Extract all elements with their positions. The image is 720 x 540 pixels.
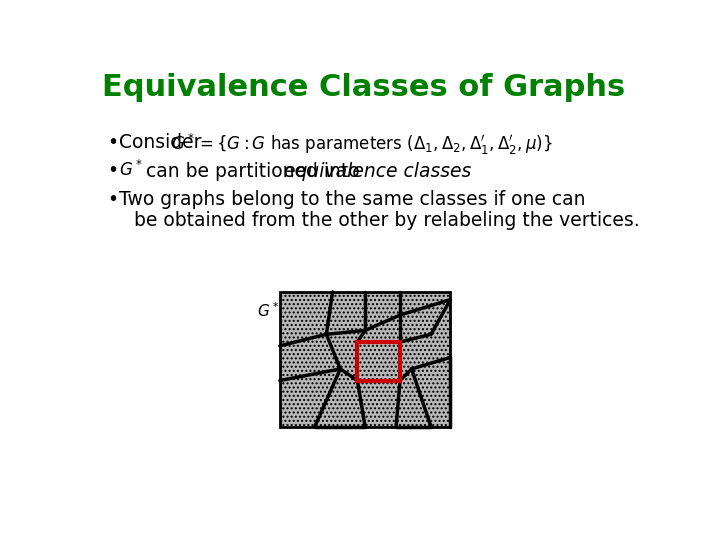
Text: •: • <box>107 132 118 152</box>
Bar <box>357 342 400 381</box>
Text: Two graphs belong to the same classes if one can: Two graphs belong to the same classes if… <box>120 190 586 210</box>
Text: $G^*$: $G^*$ <box>256 301 279 320</box>
Text: Equivalence Classes of Graphs: Equivalence Classes of Graphs <box>102 72 625 102</box>
Text: equivalence classes: equivalence classes <box>284 162 471 181</box>
Text: $\mathit{G}^*$: $\mathit{G}^*$ <box>120 160 143 180</box>
Text: can be partitioned into: can be partitioned into <box>140 162 365 181</box>
Text: •: • <box>107 161 118 180</box>
Bar <box>280 292 451 427</box>
Text: •: • <box>107 190 118 208</box>
Text: be obtained from the other by relabeling the vertices.: be obtained from the other by relabeling… <box>134 211 640 230</box>
Text: $G^* = \{G : G\ \mathrm{has\ parameters}\ (\Delta_1, \Delta_2, \Delta_1^{\prime}: $G^* = \{G : G\ \mathrm{has\ parameters}… <box>171 132 552 157</box>
Text: Consider: Consider <box>120 133 208 152</box>
